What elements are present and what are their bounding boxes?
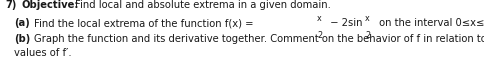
Text: (a): (a)	[14, 18, 30, 28]
Text: Graph the function and its derivative together. Comment on the behavior of f in : Graph the function and its derivative to…	[34, 34, 484, 44]
Text: 2: 2	[364, 31, 369, 40]
Text: − 2sin: − 2sin	[326, 18, 362, 28]
Text: x: x	[364, 14, 369, 23]
Text: values of f′.: values of f′.	[14, 48, 72, 58]
Text: 7): 7)	[5, 0, 16, 10]
Text: 2: 2	[317, 31, 321, 40]
Text: (b): (b)	[14, 34, 30, 44]
Text: Objective:: Objective:	[22, 0, 79, 10]
Text: x: x	[317, 14, 321, 23]
Text: Find local and absolute extrema in a given domain.: Find local and absolute extrema in a giv…	[75, 0, 330, 10]
Text: on the interval 0≤x≤2π, and say where they occur.: on the interval 0≤x≤2π, and say where th…	[375, 18, 484, 28]
Text: Find the local extrema of the function f(x) =: Find the local extrema of the function f…	[34, 18, 253, 28]
